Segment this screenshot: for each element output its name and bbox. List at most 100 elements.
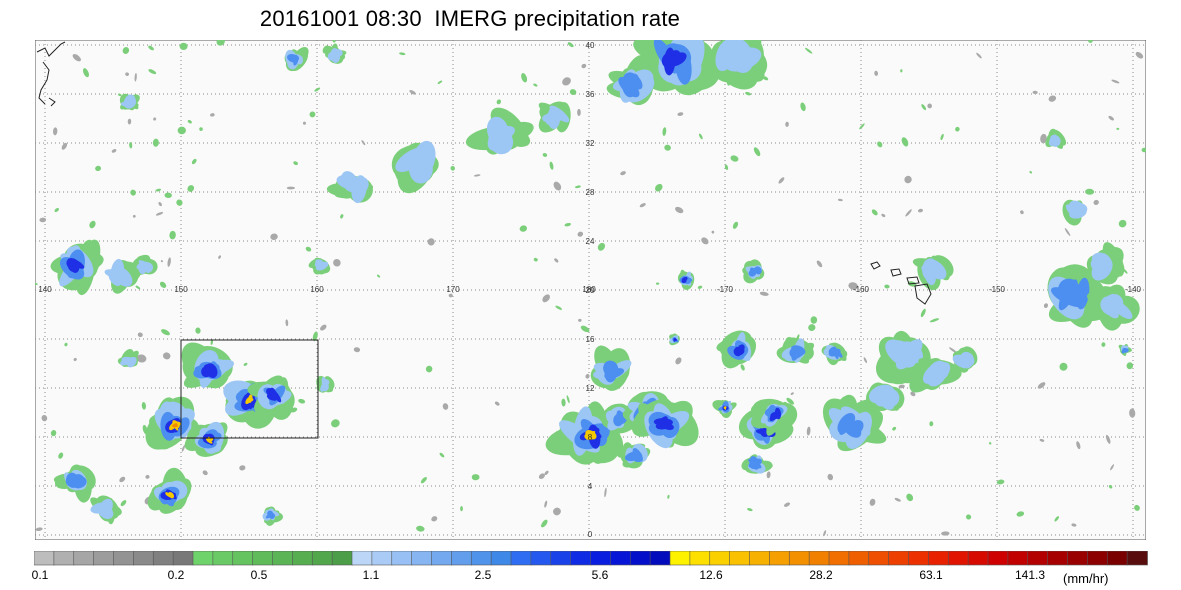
legend-swatch [610, 551, 632, 566]
precip-cell [901, 137, 909, 147]
precip-cell [155, 188, 162, 192]
precip-cell [202, 470, 208, 476]
precip-cell [922, 363, 943, 384]
precip-cell [542, 153, 548, 157]
precip-cell [181, 444, 186, 452]
legend-swatch [848, 551, 870, 566]
legend-swatch [371, 551, 393, 566]
legend-swatch [73, 551, 95, 566]
legend-swatch [669, 551, 691, 566]
precip-cell [881, 213, 886, 218]
lat-tick-label: 24 [586, 237, 595, 246]
precip-cell [148, 45, 154, 51]
precip-cell [298, 398, 306, 404]
precip-cell [108, 271, 122, 286]
legend-swatch [808, 551, 830, 566]
precip-cell [577, 108, 581, 116]
legend-swatch [649, 551, 671, 566]
legend-tick-label: 12.6 [699, 568, 723, 582]
precip-cell [960, 351, 974, 366]
precip-cell [98, 504, 111, 512]
precip-cell [1029, 171, 1033, 174]
precip-cell [1051, 287, 1085, 308]
precip-cell [61, 142, 68, 150]
precip-cell [1134, 504, 1140, 511]
precip-cell [130, 189, 136, 196]
precip-cell [929, 318, 940, 323]
precip-cell [927, 103, 932, 109]
precip-cell [730, 155, 739, 162]
precip-cell [786, 397, 795, 405]
precip-cell [620, 171, 626, 176]
precip-cell [136, 354, 147, 363]
precip-cell [67, 258, 85, 269]
precip-cell [567, 42, 574, 48]
precip-cell [597, 242, 606, 251]
legend-swatch [629, 551, 651, 566]
precip-cell [496, 99, 502, 105]
legend-swatch [311, 551, 333, 566]
precip-cell [1088, 40, 1093, 43]
legend-swatch [709, 551, 731, 566]
precip-cell [554, 258, 559, 263]
precip-cell [828, 346, 837, 354]
lat-tick-label: 12 [586, 384, 595, 393]
precip-cell [677, 112, 684, 116]
precip-cell [442, 403, 449, 410]
lat-tick-label: 32 [586, 139, 595, 148]
precip-cell [655, 282, 660, 285]
precip-cell [195, 327, 201, 334]
precip-cell [293, 57, 299, 66]
precip-cell [521, 73, 528, 83]
legend-swatch [113, 551, 135, 566]
precip-cell [129, 142, 133, 149]
precip-cell [869, 498, 876, 506]
legend-swatch [490, 551, 512, 566]
precip-cell [179, 42, 188, 50]
precip-cell [168, 491, 175, 499]
precip-cell [668, 52, 687, 67]
precip-cell [460, 506, 463, 512]
precip-cell [82, 68, 89, 78]
precip-cell [64, 342, 68, 347]
precip-cell [784, 502, 791, 507]
precip-cell [823, 530, 827, 537]
legend-swatch [689, 551, 711, 566]
precip-cell [137, 332, 143, 338]
precip-cell [804, 47, 813, 54]
map-title: 20161001 08:30 IMERG precipitation rate [259, 6, 681, 31]
legend-swatch [152, 551, 174, 566]
precip-cell [792, 350, 804, 358]
precip-cell [863, 357, 868, 364]
legend-swatch [34, 551, 55, 566]
precip-cell [120, 101, 134, 107]
precip-cell [340, 214, 344, 219]
precip-cell [892, 426, 897, 431]
legend-swatch [212, 551, 234, 566]
precip-cell [895, 339, 923, 370]
precip-cell [1040, 133, 1047, 144]
precip-cell [785, 121, 789, 127]
precip-cell [174, 423, 178, 427]
precip-cell [808, 324, 816, 331]
precip-cell [1111, 79, 1120, 84]
precip-cell [553, 181, 562, 191]
precip-cell [580, 325, 590, 333]
precip-cell [701, 237, 709, 245]
precip-cell [566, 395, 570, 404]
precip-cell [655, 183, 663, 192]
precip-cell [58, 452, 64, 459]
lon-tick-label: -170 [717, 285, 734, 294]
precip-cell [72, 54, 81, 62]
precip-cell [120, 500, 127, 507]
precip-cell [187, 185, 195, 192]
legend-swatch [1087, 551, 1109, 566]
precip-cell [1126, 362, 1134, 370]
precip-cell [162, 352, 171, 360]
precip-cell [766, 471, 771, 479]
precip-cell [929, 421, 934, 427]
legend-swatch [1106, 551, 1128, 566]
precip-cell [769, 411, 779, 422]
lat-tick-label: 8 [588, 433, 593, 442]
